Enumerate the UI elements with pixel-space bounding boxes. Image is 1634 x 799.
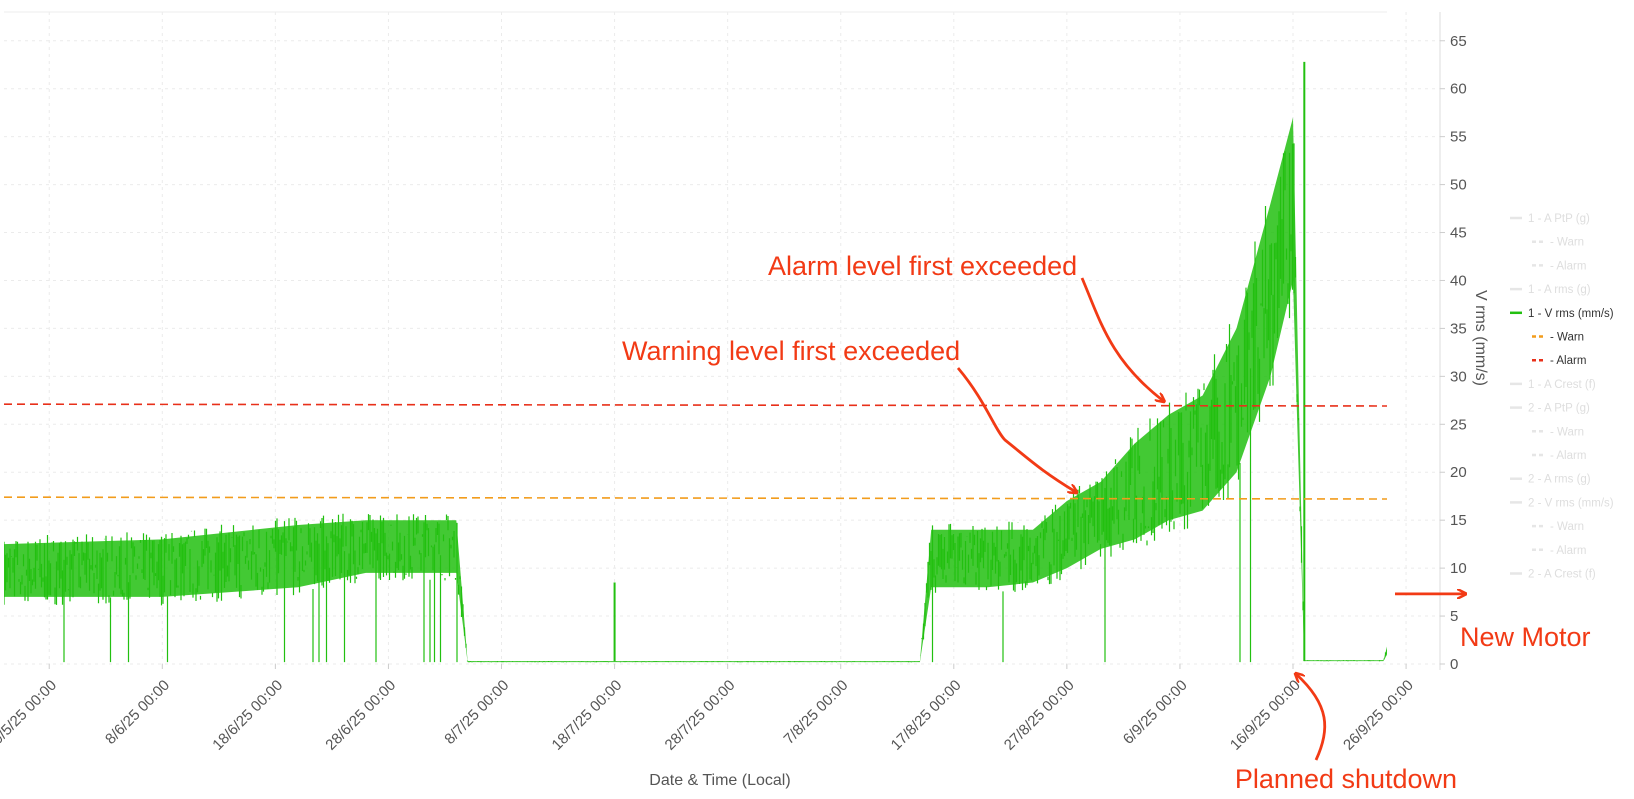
legend-item[interactable]: 2 - A rms (g)	[1510, 474, 1591, 486]
legend-label: 1 - A Crest (f)	[1528, 379, 1596, 391]
annotation-label: Planned shutdown	[1235, 764, 1457, 794]
legend-label: - Alarm	[1550, 355, 1586, 367]
y-axis-title: V rms (mm/s)	[1472, 290, 1489, 386]
plot-area	[4, 11, 1387, 663]
y-axis-ticks: 0 5 10 15 20 25 30 35 40 45 50 55 60 65	[1440, 33, 1467, 673]
legend-item[interactable]: - Alarm	[1532, 545, 1586, 557]
legend-label: - Warn	[1550, 237, 1584, 249]
y-tick-label: 30	[1450, 368, 1467, 385]
legend-item[interactable]: - Alarm	[1532, 355, 1586, 367]
legend-label: - Alarm	[1550, 260, 1586, 272]
legend-label: 2 - A Crest (f)	[1528, 569, 1596, 581]
y-tick-label: 45	[1450, 225, 1467, 242]
legend-label: - Warn	[1550, 332, 1584, 344]
legend-item[interactable]: - Warn	[1532, 521, 1584, 533]
y-tick-label: 10	[1450, 560, 1467, 577]
y-tick-label: 35	[1450, 320, 1467, 337]
x-tick-label: 27/8/25 00:00	[1001, 677, 1078, 754]
legend-item[interactable]: - Warn	[1532, 426, 1584, 438]
legend-label: 1 - A PtP (g)	[1528, 213, 1590, 225]
legend-label: 2 - A PtP (g)	[1528, 403, 1590, 415]
x-tick-label: 8/7/25 00:00	[441, 677, 512, 748]
series-envelope	[4, 117, 1387, 663]
annotation-label: Warning level first exceeded	[622, 336, 960, 366]
legend-item[interactable]: 1 - A Crest (f)	[1510, 379, 1596, 391]
legend: 1 - A PtP (g) - Warn - Alarm 1 - A rms (g) 1…	[1510, 213, 1614, 581]
y-tick-label: 0	[1450, 656, 1458, 673]
y-tick-label: 40	[1450, 272, 1467, 289]
x-axis-title: Date & Time (Local)	[649, 772, 790, 789]
warn-threshold-line	[4, 496, 1387, 500]
x-tick-label: 18/7/25 00:00	[549, 677, 626, 754]
legend-item[interactable]: 2 - A PtP (g)	[1510, 403, 1590, 415]
legend-item[interactable]: 1 - A PtP (g)	[1510, 213, 1590, 225]
x-tick-label: 28/7/25 00:00	[662, 677, 739, 754]
annotation-label: Alarm level first exceeded	[768, 251, 1077, 281]
y-tick-label: 5	[1450, 608, 1458, 625]
annotation-arrow	[956, 367, 1076, 492]
alarm-threshold-line	[4, 403, 1387, 407]
annotation-arrow	[1296, 674, 1327, 761]
x-tick-label: 6/9/25 00:00	[1120, 677, 1191, 748]
legend-label: - Warn	[1550, 426, 1584, 438]
legend-item[interactable]: - Warn	[1532, 332, 1584, 344]
annotation-arrow	[1080, 277, 1164, 401]
series-line	[4, 143, 1387, 663]
legend-item[interactable]: 2 - V rms (mm/s)	[1510, 497, 1614, 509]
x-tick-label: 29/5/25 00:00	[0, 677, 60, 754]
y-tick-label: 25	[1450, 416, 1467, 433]
legend-label: - Alarm	[1550, 545, 1586, 557]
annotation-label: New Motor	[1460, 622, 1591, 652]
x-axis-ticks: 29/5/25 00:00 8/6/25 00:00 18/6/25 00:00 28…	[0, 664, 1417, 754]
legend-label: 1 - A rms (g)	[1528, 284, 1591, 296]
annotations: Alarm level first exceeded Warning level …	[622, 251, 1591, 794]
y-tick-label: 60	[1450, 81, 1467, 98]
x-tick-label: 16/9/25 00:00	[1227, 677, 1304, 754]
y-tick-label: 50	[1450, 177, 1467, 194]
x-tick-label: 18/6/25 00:00	[209, 677, 286, 754]
legend-label: 2 - A rms (g)	[1528, 474, 1591, 486]
y-tick-label: 20	[1450, 464, 1467, 481]
legend-item[interactable]: 1 - V rms (mm/s)	[1510, 308, 1614, 320]
legend-label: - Warn	[1550, 521, 1584, 533]
y-tick-label: 55	[1450, 129, 1467, 146]
y-tick-label: 15	[1450, 512, 1467, 529]
legend-label: 1 - V rms (mm/s)	[1528, 308, 1614, 320]
legend-item[interactable]: - Warn	[1532, 237, 1584, 249]
legend-item[interactable]: - Alarm	[1532, 450, 1586, 462]
legend-item[interactable]: - Alarm	[1532, 260, 1586, 272]
x-tick-label: 17/8/25 00:00	[888, 677, 965, 754]
x-tick-label: 7/8/25 00:00	[781, 677, 852, 748]
legend-item[interactable]: 1 - A rms (g)	[1510, 284, 1591, 296]
x-tick-label: 28/6/25 00:00	[322, 677, 399, 754]
legend-label: 2 - V rms (mm/s)	[1528, 497, 1614, 509]
legend-label: - Alarm	[1550, 450, 1586, 462]
y-tick-label: 65	[1450, 33, 1467, 50]
legend-item[interactable]: 2 - A Crest (f)	[1510, 569, 1596, 581]
x-tick-label: 26/9/25 00:00	[1340, 677, 1417, 754]
x-tick-label: 8/6/25 00:00	[102, 677, 173, 748]
